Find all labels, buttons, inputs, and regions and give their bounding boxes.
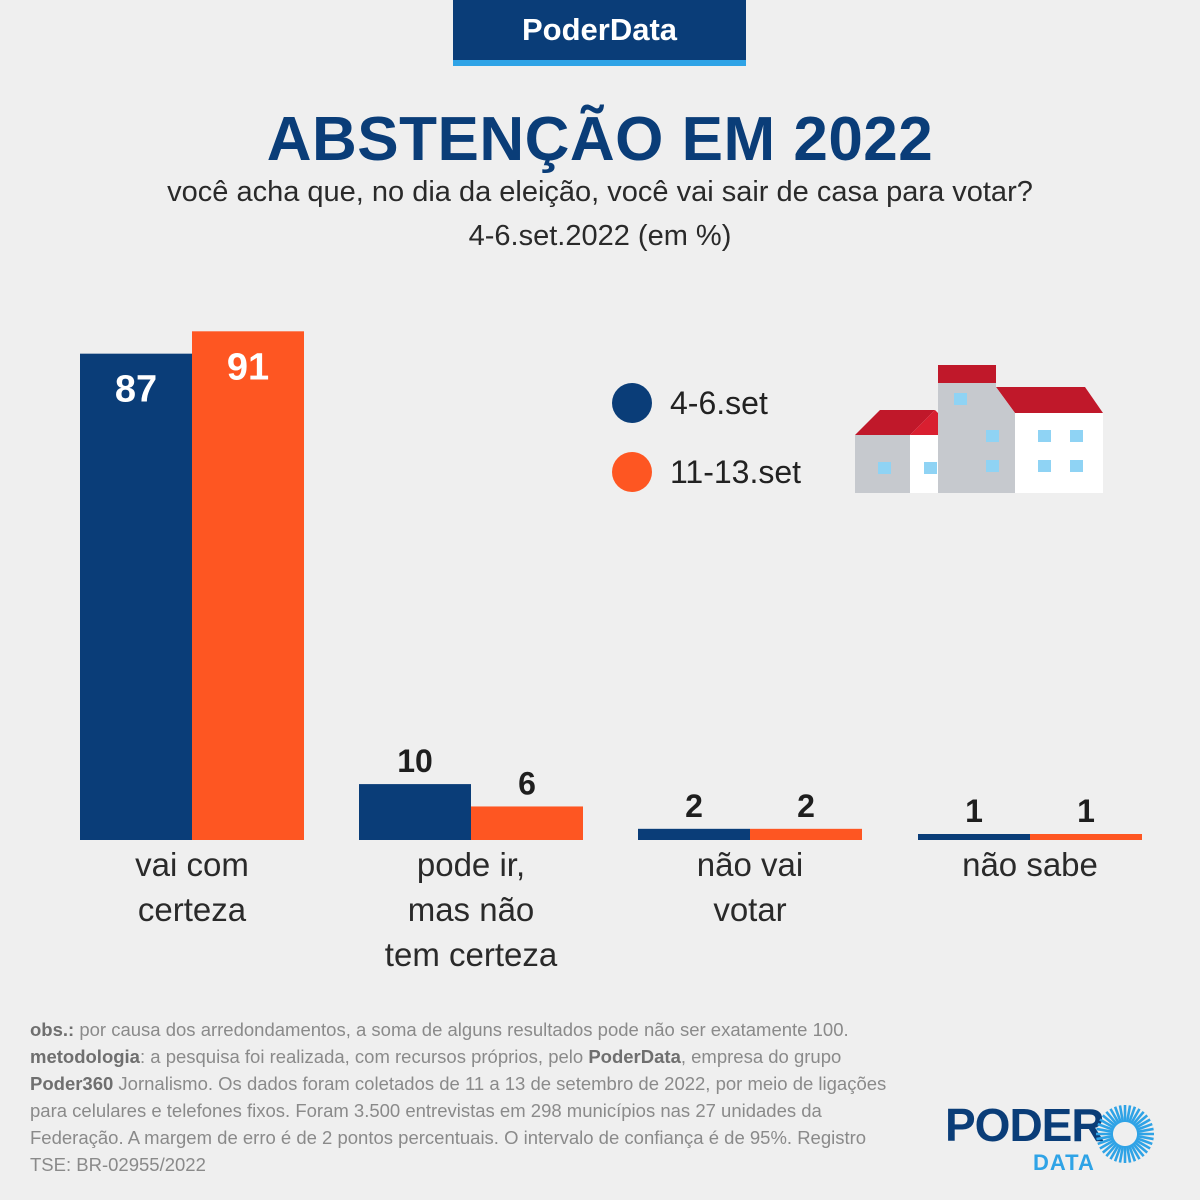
methodology-text-2: , empresa do grupo <box>680 1046 842 1067</box>
bar-1-4 <box>918 834 1030 840</box>
sunburst-ray <box>1101 1140 1117 1154</box>
poderdata-logo: PODER DATA <box>945 1098 1175 1178</box>
data-label-2-1: 91 <box>227 346 269 388</box>
logo-poder-text: PODER <box>945 1099 1105 1151</box>
category-label-1: vai com certeza <box>135 846 249 928</box>
sunburst-ray <box>1131 1110 1145 1126</box>
sunburst-ray <box>1127 1144 1137 1162</box>
sunburst-ray <box>1105 1142 1119 1158</box>
data-label-2-2: 6 <box>518 765 536 801</box>
bar-2-2 <box>471 806 583 840</box>
obs-label: obs.: <box>30 1019 75 1040</box>
legend-item-series-1: 4-6.set <box>612 383 768 423</box>
data-label-2-4: 1 <box>1077 793 1095 829</box>
sunburst-ray <box>1109 1143 1121 1160</box>
sunburst-ray <box>1136 1127 1154 1134</box>
bar-2-1 <box>192 331 304 840</box>
footnote: obs.: por causa dos arredondamentos, a s… <box>30 1016 1020 1178</box>
sunburst-ray <box>1131 1142 1145 1158</box>
sunburst-ray <box>1134 1118 1151 1130</box>
bar-1-1 <box>80 353 192 840</box>
legend-item-series-2: 11-13.set <box>612 452 801 492</box>
sunburst-ray <box>1136 1134 1154 1141</box>
sunburst-ray <box>1129 1143 1141 1160</box>
sunburst-ray <box>1134 1138 1151 1150</box>
sunburst-ray <box>1099 1118 1116 1130</box>
bar-1-2 <box>359 784 471 840</box>
methodology-group: Poder360 <box>30 1073 114 1094</box>
legend-swatch-series-2 <box>612 452 652 492</box>
sunburst-ray <box>1125 1145 1132 1163</box>
category-label-3: não vai votar <box>697 846 803 928</box>
methodology-org: PoderData <box>588 1046 681 1067</box>
legend-label-series-1: 4-6.set <box>670 384 768 421</box>
chart-title: ABSTENÇÃO EM 2022 <box>266 105 934 174</box>
data-label-1-4: 1 <box>965 793 983 829</box>
bar-chart: 87 91 vai com certeza 10 6 pode ir, mas não tem … <box>80 331 1142 973</box>
sunburst-ray <box>1113 1106 1123 1124</box>
logo-data-text: DATA <box>1033 1150 1095 1175</box>
sunburst-ray <box>1096 1134 1114 1141</box>
sunburst-ray <box>1127 1106 1137 1124</box>
category-label-2: pode ir, mas não tem certeza <box>385 846 558 973</box>
chart-period: 4-6.set.2022 (em %) <box>468 220 732 252</box>
sunburst-ray <box>1125 1105 1132 1123</box>
sunburst-ray <box>1099 1138 1116 1150</box>
sunburst-ray <box>1133 1114 1149 1128</box>
sunburst-ray <box>1118 1105 1125 1123</box>
legend-label-series-2: 11-13.set <box>670 453 802 490</box>
sunburst-ray <box>1109 1108 1121 1125</box>
sunburst-icon <box>1096 1105 1154 1163</box>
sunburst-ray <box>1097 1122 1115 1132</box>
obs-text: por causa dos arredondamentos, a soma de… <box>74 1019 849 1040</box>
sunburst-ray <box>1135 1136 1153 1146</box>
data-label-1-2: 10 <box>397 743 433 779</box>
sunburst-ray <box>1118 1145 1125 1163</box>
sunburst-ray <box>1135 1122 1153 1132</box>
sunburst-ray <box>1096 1127 1114 1134</box>
methodology-text-3: Jornalismo. Os dados foram coletados de … <box>30 1073 887 1175</box>
data-label-1-1: 87 <box>115 369 157 411</box>
sunburst-ray <box>1129 1108 1141 1125</box>
brand-tag: PoderData <box>453 0 746 66</box>
sunburst-ray <box>1133 1140 1149 1154</box>
sunburst-ray <box>1101 1114 1117 1128</box>
bar-2-4 <box>1030 834 1142 840</box>
data-label-2-3: 2 <box>797 788 815 824</box>
houses-illustration <box>855 365 1103 493</box>
sunburst-ray <box>1097 1136 1115 1146</box>
bar-2-3 <box>750 828 862 840</box>
sunburst-ray <box>1113 1144 1123 1162</box>
methodology-label: metodologia <box>30 1046 140 1067</box>
methodology-text-1: : a pesquisa foi realizada, com recursos… <box>139 1046 589 1067</box>
legend-swatch-series-1 <box>612 383 652 423</box>
sunburst-ray <box>1105 1110 1119 1126</box>
category-label-4: não sabe <box>962 846 1098 883</box>
chart-subtitle: você acha que, no dia da eleição, você v… <box>167 176 1033 208</box>
bar-1-3 <box>638 828 750 840</box>
data-label-1-3: 2 <box>685 788 703 824</box>
